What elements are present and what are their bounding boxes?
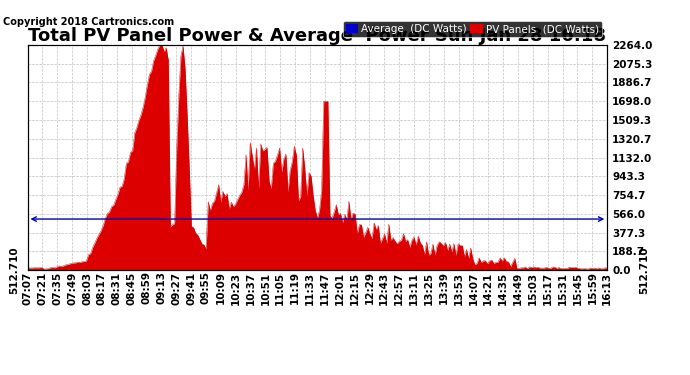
Text: 512.710: 512.710	[9, 246, 19, 294]
Text: 512.710: 512.710	[639, 246, 649, 294]
Title: Total PV Panel Power & Average  Power Sun Jan 28 16:18: Total PV Panel Power & Average Power Sun…	[28, 27, 607, 45]
Text: Copyright 2018 Cartronics.com: Copyright 2018 Cartronics.com	[3, 17, 175, 27]
Legend: Average  (DC Watts), PV Panels  (DC Watts): Average (DC Watts), PV Panels (DC Watts)	[343, 21, 602, 37]
